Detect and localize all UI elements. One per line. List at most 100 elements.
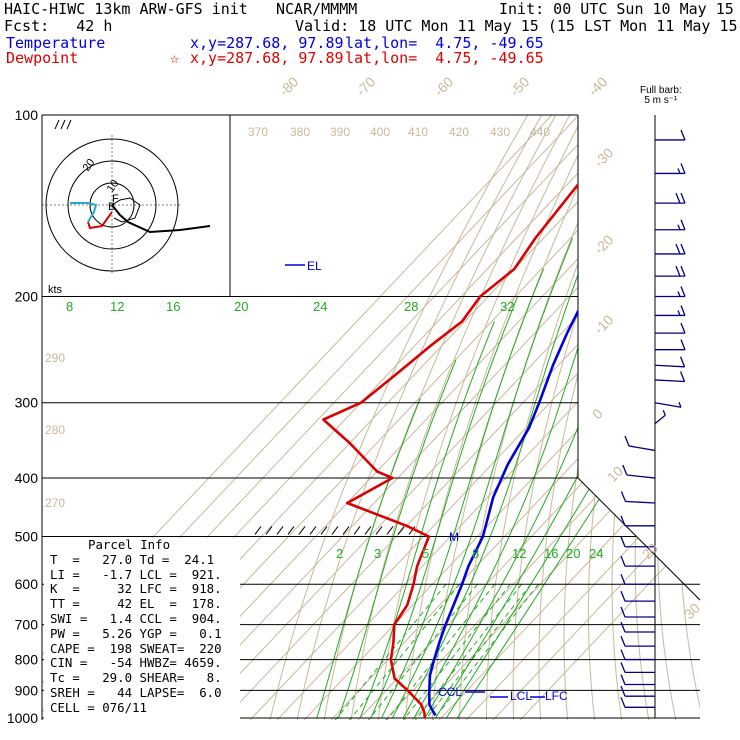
barb-shaft (654, 414, 666, 425)
isotherm-line (509, 115, 700, 720)
wind-barb (620, 573, 655, 585)
parcel-info-title: Parcel Info (88, 537, 171, 552)
inversion-hatch (353, 526, 361, 535)
theta-label: 420 (449, 125, 469, 139)
barb-shaft (628, 445, 656, 452)
trace-group (322, 182, 578, 719)
wind-barb (655, 243, 686, 255)
inversion-hatch (287, 526, 295, 535)
pressure-label: 400 (15, 470, 39, 486)
plot-frame-diagonal (577, 477, 701, 601)
mixing-ratio-label: 3 (374, 546, 381, 561)
parcel-info-row: TT = 42 EL = 178. (50, 596, 222, 612)
barb-flag (620, 621, 626, 633)
barb-flag (675, 265, 681, 277)
isotherm-line (158, 115, 700, 720)
isotherm-line (482, 115, 700, 720)
wind-barb (655, 322, 686, 334)
mixing-ratio-line (359, 583, 478, 720)
mixing-ratio-line (377, 583, 496, 720)
pressure-label: 200 (15, 289, 39, 305)
barb-shaft (625, 500, 656, 504)
pressure-label: 700 (15, 617, 39, 633)
dry-adiabat-line (349, 115, 571, 720)
pressure-label: 500 (15, 528, 39, 544)
barb-flag (622, 464, 628, 476)
barb-half (677, 310, 681, 316)
hodograph-ring-label: 20 (81, 157, 98, 174)
inversion-hatch (276, 526, 284, 535)
parcel-info-row: SWI = 1.4 CCL = 904. (50, 610, 222, 626)
temperature-label: Temperature (6, 34, 106, 52)
mixing-ratio-label: 8 (66, 299, 73, 314)
inversion-hatch (397, 526, 405, 535)
inversion-hatch (254, 526, 262, 535)
isotherm-label: -30 (591, 144, 617, 170)
barb-flag (680, 243, 686, 255)
isotherm-line (320, 115, 700, 720)
isotherm-label: 0 (589, 405, 606, 422)
isotherm-line (212, 115, 700, 720)
dry-adiabat-line (403, 115, 599, 720)
dewpoint-coords: x,y=287.68, 97.89 (190, 49, 344, 67)
top-hatch (54, 119, 60, 130)
isotherm-label: -70 (353, 73, 379, 99)
isotherm-label: -10 (591, 311, 617, 337)
mixing-ratio-line (326, 583, 447, 720)
inversion-hatch (342, 526, 350, 535)
hodograph-trace-low (87, 211, 113, 230)
barb-flag (679, 371, 686, 382)
barb-flag (620, 697, 626, 708)
barb-flag (679, 356, 686, 368)
barb-shaft (654, 402, 682, 408)
wind-barb (655, 163, 686, 175)
mixing-ratio-label: 28 (404, 299, 418, 314)
wind-barb (654, 356, 686, 368)
dry-adiabat-line (486, 115, 640, 720)
isotherm-label: -20 (591, 231, 617, 257)
m-label: M (449, 530, 459, 544)
mixing-ratio-label: 20 (566, 546, 580, 561)
parcel-info-row: CELL = 076/11 (50, 699, 147, 715)
parcel-info-row: CAPE = 198 SWEAT= 220 (50, 640, 222, 656)
barb-flag (620, 674, 626, 685)
wind-barb (620, 491, 656, 504)
barb-legend-unit: 5 m s⁻¹ (644, 95, 678, 106)
inversion-hatch (331, 526, 339, 535)
org-label: NCAR/MMMM (276, 0, 358, 18)
isotherm-label: -40 (585, 73, 611, 99)
barb-half (677, 224, 681, 231)
barb-flag (675, 192, 681, 204)
el-label: EL (307, 259, 322, 273)
moist-adiabat-line (445, 221, 700, 719)
barb-flag (620, 662, 626, 673)
barb-flag (680, 163, 686, 174)
isotherm-line (455, 115, 700, 720)
barb-flag (620, 685, 626, 697)
barb-half (677, 168, 681, 174)
wind-barb (620, 662, 655, 673)
parcel-info-row: SREH = 44 LAPSE= 6.0 (50, 684, 222, 700)
barb-flag (680, 286, 686, 297)
init-time: Init: 00 UTC Sun 10 May 15 (499, 0, 734, 18)
dry-adiabat-line (376, 115, 585, 720)
theta-label: 270 (45, 496, 65, 510)
dry-adiabat-line (679, 115, 700, 720)
barb-flag (680, 192, 686, 204)
dry-adiabat-line (512, 115, 654, 720)
ccl-label: CCL (438, 685, 462, 699)
pressure-label: 900 (15, 682, 39, 698)
dry-adiabat-line (321, 115, 557, 720)
barb-flag (680, 129, 686, 141)
parcel-info-row: LI = -1.7 LCL = 921. (50, 566, 222, 582)
parcel-info-row: T = 27.0 Td = 24.1 (50, 551, 215, 567)
barb-flag (620, 491, 627, 502)
top-hatch (60, 119, 66, 130)
barb-shaft (654, 364, 685, 368)
temperature-coords: x,y=287.68, 97.89 (190, 34, 344, 52)
mixing-ratio-line (340, 583, 460, 720)
theta-label: 380 (290, 125, 310, 139)
dry-adiabat-line (701, 115, 740, 731)
barb-flag (624, 435, 630, 447)
wind-barb (654, 371, 686, 383)
